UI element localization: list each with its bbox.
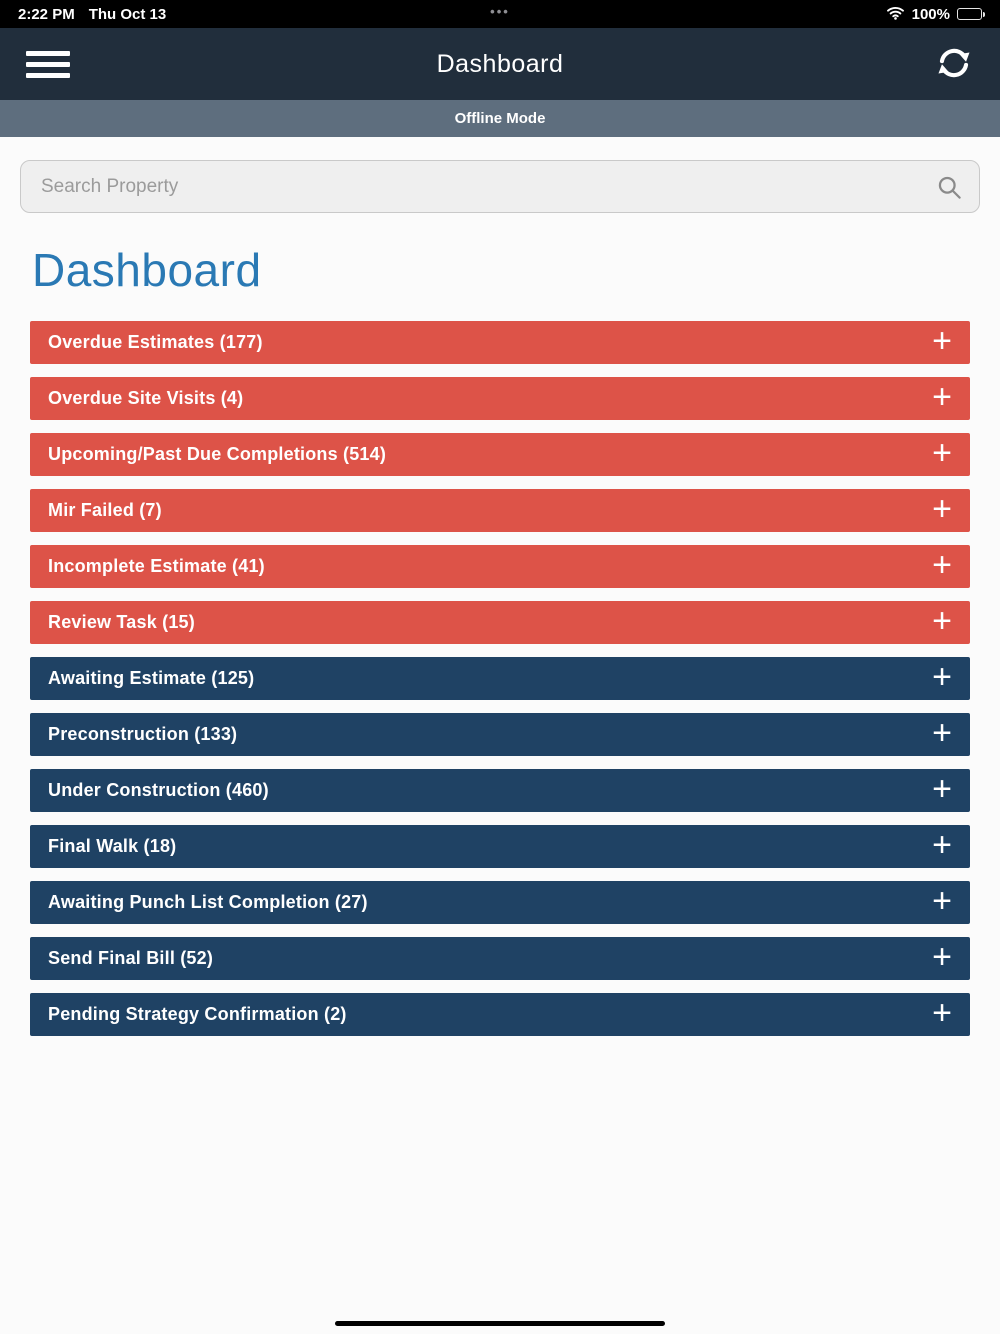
plus-icon[interactable]: + — [932, 881, 952, 920]
plus-icon[interactable]: + — [932, 489, 952, 528]
search-icon[interactable] — [936, 174, 963, 206]
plus-icon[interactable]: + — [932, 713, 952, 752]
status-date: Thu Oct 13 — [88, 5, 167, 23]
sync-button[interactable] — [934, 44, 974, 85]
section-row-red[interactable]: Overdue Estimates (177) + — [30, 321, 970, 364]
plus-icon[interactable]: + — [932, 433, 952, 472]
plus-icon[interactable]: + — [932, 993, 952, 1032]
wifi-icon — [886, 5, 905, 24]
section-row-navy[interactable]: Final Walk (18) + — [30, 825, 970, 868]
plus-icon[interactable]: + — [932, 601, 952, 640]
status-time: 2:22 PM — [18, 5, 75, 23]
main-content: Dashboard Overdue Estimates (177) + Over… — [0, 137, 1000, 1036]
plus-icon[interactable]: + — [932, 825, 952, 864]
section-row-red[interactable]: Incomplete Estimate (41) + — [30, 545, 970, 588]
status-bar: 2:22 PM Thu Oct 13 ••• 100% — [0, 0, 1000, 28]
section-row-navy[interactable]: Send Final Bill (52) + — [30, 937, 970, 980]
section-row-label: Final Walk (18) — [48, 836, 177, 856]
section-row-label: Awaiting Punch List Completion (27) — [48, 892, 368, 912]
section-row-label: Send Final Bill (52) — [48, 948, 214, 968]
section-row-label: Awaiting Estimate (125) — [48, 668, 255, 688]
battery-percent: 100% — [911, 5, 950, 23]
nav-title: Dashboard — [436, 49, 564, 78]
plus-icon[interactable]: + — [932, 657, 952, 696]
section-row-label: Upcoming/Past Due Completions (514) — [48, 444, 387, 464]
section-row-navy[interactable]: Under Construction (460) + — [30, 769, 970, 812]
plus-icon[interactable]: + — [932, 769, 952, 808]
section-row-navy[interactable]: Preconstruction (133) + — [30, 713, 970, 756]
section-row-navy[interactable]: Awaiting Punch List Completion (27) + — [30, 881, 970, 924]
section-row-label: Review Task (15) — [48, 612, 195, 632]
plus-icon[interactable]: + — [932, 545, 952, 584]
section-row-red[interactable]: Upcoming/Past Due Completions (514) + — [30, 433, 970, 476]
battery-icon — [957, 8, 985, 20]
section-row-red[interactable]: Overdue Site Visits (4) + — [30, 377, 970, 420]
nav-bar: Dashboard — [0, 28, 1000, 100]
page-title: Dashboard — [32, 244, 262, 296]
section-row-label: Under Construction (460) — [48, 780, 269, 800]
section-row-navy[interactable]: Pending Strategy Confirmation (2) + — [30, 993, 970, 1036]
offline-banner: Offline Mode — [0, 100, 1000, 137]
section-row-label: Mir Failed (7) — [48, 500, 162, 520]
section-row-label: Overdue Estimates (177) — [48, 332, 263, 352]
section-row-red[interactable]: Review Task (15) + — [30, 601, 970, 644]
section-row-label: Preconstruction (133) — [48, 724, 238, 744]
section-list: Overdue Estimates (177) + Overdue Site V… — [20, 321, 980, 1036]
plus-icon[interactable]: + — [932, 937, 952, 976]
search-box — [20, 160, 980, 213]
home-indicator[interactable] — [335, 1321, 665, 1326]
status-more-dots-icon: ••• — [490, 4, 510, 19]
sync-icon — [934, 44, 974, 85]
section-row-navy[interactable]: Awaiting Estimate (125) + — [30, 657, 970, 700]
hamburger-menu-button[interactable] — [26, 45, 72, 84]
search-input[interactable] — [21, 161, 979, 212]
section-row-label: Overdue Site Visits (4) — [48, 388, 244, 408]
plus-icon[interactable]: + — [932, 377, 952, 416]
section-row-label: Incomplete Estimate (41) — [48, 556, 265, 576]
section-row-red[interactable]: Mir Failed (7) + — [30, 489, 970, 532]
section-row-label: Pending Strategy Confirmation (2) — [48, 1004, 347, 1024]
plus-icon[interactable]: + — [932, 321, 952, 360]
